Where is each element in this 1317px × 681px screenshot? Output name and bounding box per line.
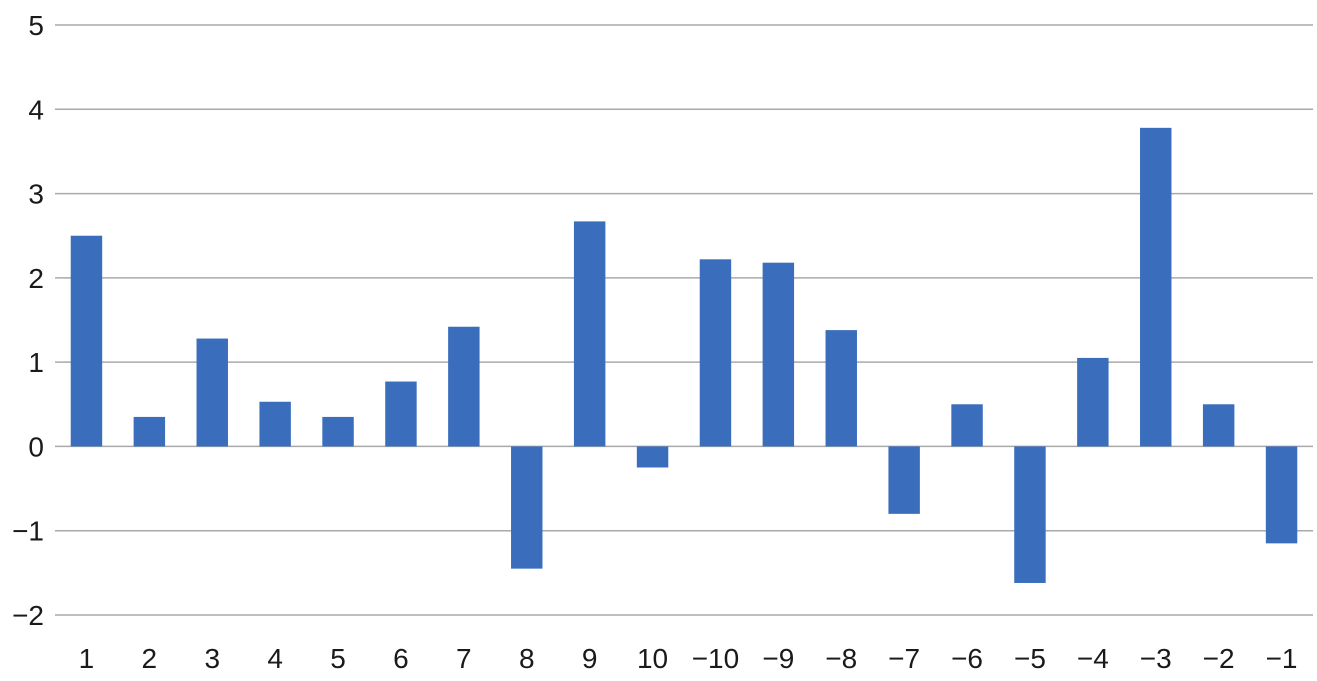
x-tick-label: −5	[1014, 643, 1046, 674]
x-tick-label: −8	[825, 643, 857, 674]
bar	[70, 235, 103, 447]
x-tick-label: 2	[142, 643, 158, 674]
x-tick-label: 6	[393, 643, 409, 674]
bar	[825, 330, 857, 447]
y-tick-label: 1	[28, 347, 44, 378]
x-tick-label: 3	[204, 643, 220, 674]
x-tick-label: 4	[267, 643, 283, 674]
y-tick-label: 4	[28, 94, 44, 125]
bar	[762, 262, 795, 447]
bar	[1140, 127, 1172, 447]
x-tick-label: 9	[582, 643, 598, 674]
y-tick-label: −2	[12, 600, 44, 631]
x-tick-label: −1	[1266, 643, 1298, 674]
bar	[1202, 404, 1235, 447]
bar	[888, 446, 920, 514]
bar	[636, 446, 669, 468]
bar	[1265, 446, 1298, 544]
bar	[322, 416, 354, 447]
bar	[133, 416, 166, 447]
x-tick-label: −10	[692, 643, 740, 674]
bar	[951, 404, 983, 447]
bar	[385, 381, 417, 447]
bar	[259, 401, 291, 447]
bars	[70, 127, 1298, 583]
bar	[573, 221, 606, 447]
x-tick-label: 5	[330, 643, 346, 674]
x-tick-label: 8	[519, 643, 535, 674]
x-tick-label: −3	[1140, 643, 1172, 674]
bar	[196, 338, 228, 447]
bar	[699, 259, 732, 447]
x-tick-label: −6	[951, 643, 983, 674]
x-tick-label: 10	[637, 643, 668, 674]
x-tick-label: 7	[456, 643, 472, 674]
bar	[448, 326, 480, 447]
x-tick-label: −4	[1077, 643, 1109, 674]
x-axis-tick-labels: 1 2 3 4 5 6 7 8 9 10 −10 −9 −8 −7 −6 −5 −4 −3 −2 −1	[79, 643, 1298, 674]
bar	[511, 446, 543, 569]
y-tick-label: 3	[28, 179, 44, 210]
bar	[1014, 446, 1046, 583]
x-tick-label: −7	[888, 643, 920, 674]
y-tick-label: 2	[28, 263, 44, 294]
x-tick-label: 1	[79, 643, 95, 674]
y-tick-label: 5	[28, 10, 44, 41]
gridlines	[55, 24, 1313, 616]
y-tick-label: −1	[12, 516, 44, 547]
bar	[1077, 357, 1109, 447]
y-axis-tick-labels: 5 4 3 2 1 0 −1 −2	[12, 10, 44, 631]
x-tick-label: −9	[762, 643, 794, 674]
x-tick-label: −2	[1203, 643, 1235, 674]
y-tick-label: 0	[28, 431, 44, 462]
